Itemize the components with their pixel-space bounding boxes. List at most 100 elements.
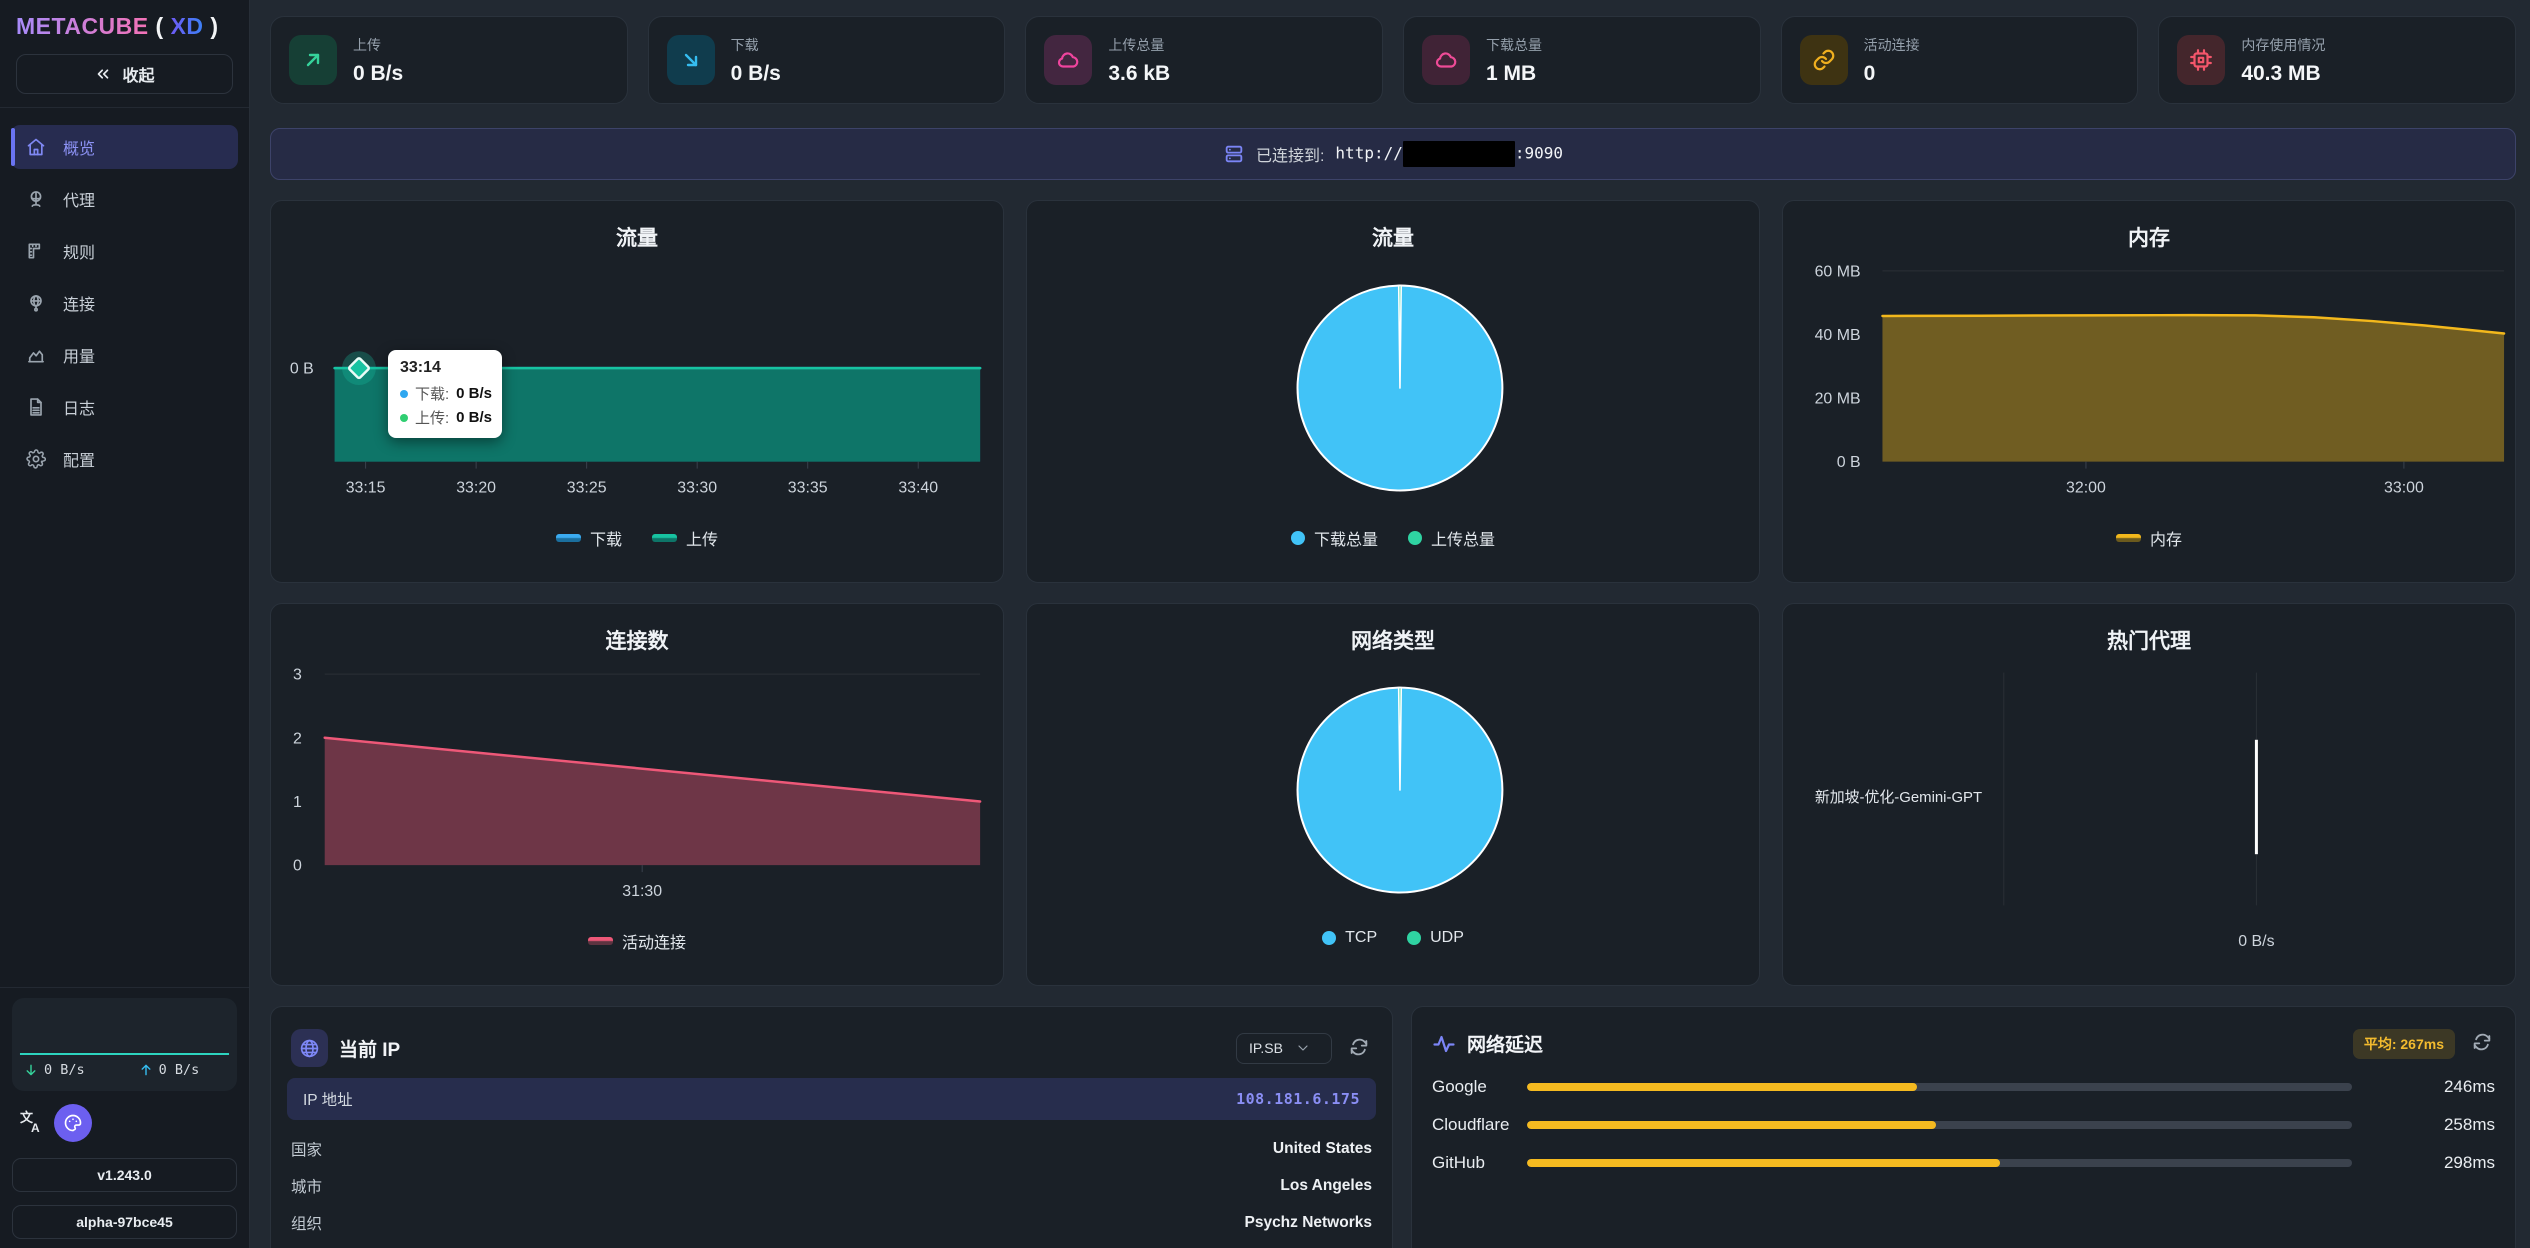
- tooltip-row-download: 下载: 0 B/s: [400, 383, 492, 404]
- network-type-pie-chart[interactable]: [1027, 604, 1759, 985]
- arrow-up-icon: [141, 1064, 151, 1076]
- bar-category-label: 新加坡-优化-Gemini-GPT: [1815, 789, 1982, 806]
- latency-value: 246ms: [2443, 1077, 2495, 1096]
- chart-legend: 下载总量 上传总量: [1027, 526, 1759, 550]
- top-proxies-bar-chart[interactable]: 新加坡-优化-Gemini-GPT 0 B/s: [1783, 604, 2515, 985]
- ip-card-title: 当前 IP: [339, 1039, 401, 1061]
- stat-card-download-total: 下载总量 1 MB: [1402, 16, 1761, 104]
- stat-tile: [2177, 35, 2226, 85]
- sidebar-item-usage[interactable]: 用量: [11, 333, 238, 377]
- latency-value: 298ms: [2443, 1153, 2495, 1172]
- globe-stand-icon: [30, 191, 42, 207]
- x-tick-label: 33:20: [456, 479, 496, 496]
- row-label: 城市: [291, 1178, 323, 1196]
- row-value: Psychz Networks: [1244, 1213, 1372, 1231]
- chart-title: 流量: [616, 227, 658, 250]
- traffic-pie-chart[interactable]: [1027, 201, 1759, 582]
- legend-item[interactable]: 上传: [652, 526, 718, 550]
- legend-swatch: [1407, 931, 1422, 945]
- traffic-line-chart[interactable]: 33:15 33:20 33:25 33:30 33:35 33:40 0 B: [271, 201, 1003, 582]
- refresh-icon: [1350, 1038, 1368, 1055]
- latency-bar-fill: [1526, 1121, 1937, 1129]
- chart-title: 热门代理: [2107, 630, 2191, 653]
- chart-title: 网络类型: [1351, 630, 1435, 653]
- latency-refresh-button[interactable]: [2469, 1031, 2495, 1057]
- cloud-icon: [1435, 52, 1457, 68]
- sidebar-item-connections[interactable]: 连接: [11, 281, 238, 325]
- legend-item[interactable]: 上传总量: [1408, 526, 1495, 550]
- upload-speed-value: 0 B/s: [158, 1062, 200, 1078]
- logo-paren-close: ): [210, 13, 219, 39]
- arrow-down-right-icon: [684, 53, 697, 67]
- logo-suffix-text: XD: [170, 13, 204, 39]
- legend-label: 内存: [2149, 532, 2182, 549]
- connections-chart-card: 连接数 31:30 0 1 2 3 活动连接: [270, 603, 1004, 986]
- legend-item[interactable]: TCP: [1322, 929, 1377, 947]
- latency-bar-fill: [1526, 1083, 1918, 1091]
- memory-area-chart[interactable]: 32:00 33:00 0 B 20 MB 40 MB 60 MB: [1783, 201, 2515, 582]
- chart-legend: 活动连接: [271, 929, 1003, 953]
- sidebar-item-overview[interactable]: 概览: [11, 125, 238, 169]
- stat-label: 活动连接: [1863, 36, 1920, 53]
- stat-value: 0: [1863, 61, 1876, 85]
- stat-tile: [1044, 35, 1093, 85]
- legend-label: TCP: [1345, 929, 1378, 946]
- ip-refresh-button[interactable]: [1346, 1035, 1372, 1061]
- version-button[interactable]: v1.243.0: [12, 1158, 237, 1192]
- app-logo: METACUBE ( XD ): [16, 13, 233, 40]
- legend-item[interactable]: 下载总量: [1290, 526, 1378, 550]
- stat-tile: [666, 35, 715, 85]
- x-tick-label: 0 B/s: [2238, 933, 2274, 950]
- pie-slice-minor: [1397, 284, 1403, 389]
- language-button[interactable]: [18, 1110, 44, 1136]
- build-button[interactable]: alpha-97bce45: [12, 1205, 237, 1239]
- latency-card-header: 网络延迟 平均: 267ms: [1432, 1007, 2495, 1068]
- memory-chart-card: 内存 32:00 33:00 0 B 20 MB 40 MB 60 MB 内存: [1782, 200, 2516, 583]
- palette-icon: [64, 1114, 82, 1132]
- sidebar-item-logs[interactable]: 日志: [11, 385, 238, 429]
- legend-item[interactable]: UDP: [1407, 929, 1464, 947]
- ip-provider-select[interactable]: IP.SB: [1235, 1032, 1332, 1064]
- logo-paren-open: (: [155, 13, 164, 39]
- pie-slice-minor: [1397, 686, 1403, 791]
- latency-average-badge: 平均: 267ms: [2352, 1028, 2455, 1059]
- tooltip-label: 上传:: [415, 410, 450, 427]
- sidebar-item-proxies[interactable]: 代理: [11, 177, 238, 221]
- traffic-pie-chart-card: 流量 下载总量 上传总量: [1026, 200, 1760, 583]
- stat-card-upload: 上传 0 B/s: [270, 16, 628, 104]
- stat-card-download: 下载 0 B/s: [647, 16, 1006, 104]
- legend-label: 上传总量: [1431, 532, 1496, 549]
- legend-item[interactable]: 内存: [2115, 526, 2182, 550]
- stat-card-upload-total: 上传总量 3.6 kB: [1025, 16, 1383, 104]
- stat-label: 上传: [353, 36, 381, 53]
- collapse-label: 收起: [122, 68, 155, 85]
- ip-provider-value: IP.SB: [1248, 1040, 1283, 1056]
- chart-icon: [28, 350, 44, 363]
- row-label: 国家: [291, 1141, 323, 1159]
- version-label: v1.243.0: [97, 1167, 152, 1183]
- sidebar-actions: [18, 1104, 231, 1142]
- ip-info-row-country: 国家 United States: [291, 1130, 1372, 1167]
- connection-label: 已连接到:: [1255, 148, 1325, 165]
- cursor-marker: [347, 357, 370, 380]
- ip-address-label: IP 地址: [303, 1092, 353, 1109]
- series-line: [323, 736, 982, 803]
- connection-status-bar: 已连接到: http://:9090: [270, 128, 2516, 180]
- chart-tooltip: 33:14 下载: 0 B/s 上传: 0 B/s: [388, 350, 502, 438]
- y-tick-label: 60 MB: [1815, 263, 1861, 280]
- chevrons-left-icon: [98, 69, 109, 79]
- connections-area-chart[interactable]: 31:30 0 1 2 3: [271, 604, 1003, 985]
- sidebar-item-rules[interactable]: 规则: [11, 229, 238, 273]
- x-tick-label: 33:25: [567, 479, 607, 496]
- tooltip-time: 33:14: [400, 359, 441, 376]
- legend-item[interactable]: 活动连接: [587, 929, 686, 953]
- theme-button[interactable]: [54, 1104, 92, 1142]
- legend-label: 下载: [589, 532, 622, 549]
- y-tick-label: 2: [293, 730, 302, 747]
- sidebar-item-config[interactable]: 配置: [11, 437, 238, 481]
- legend-item[interactable]: 下载: [555, 526, 622, 550]
- connection-url-suffix: :9090: [1514, 143, 1564, 163]
- server-icon: [1225, 145, 1243, 163]
- sidebar-collapse-button[interactable]: 收起: [16, 54, 233, 94]
- download-speed: 0 B/s: [24, 1062, 85, 1078]
